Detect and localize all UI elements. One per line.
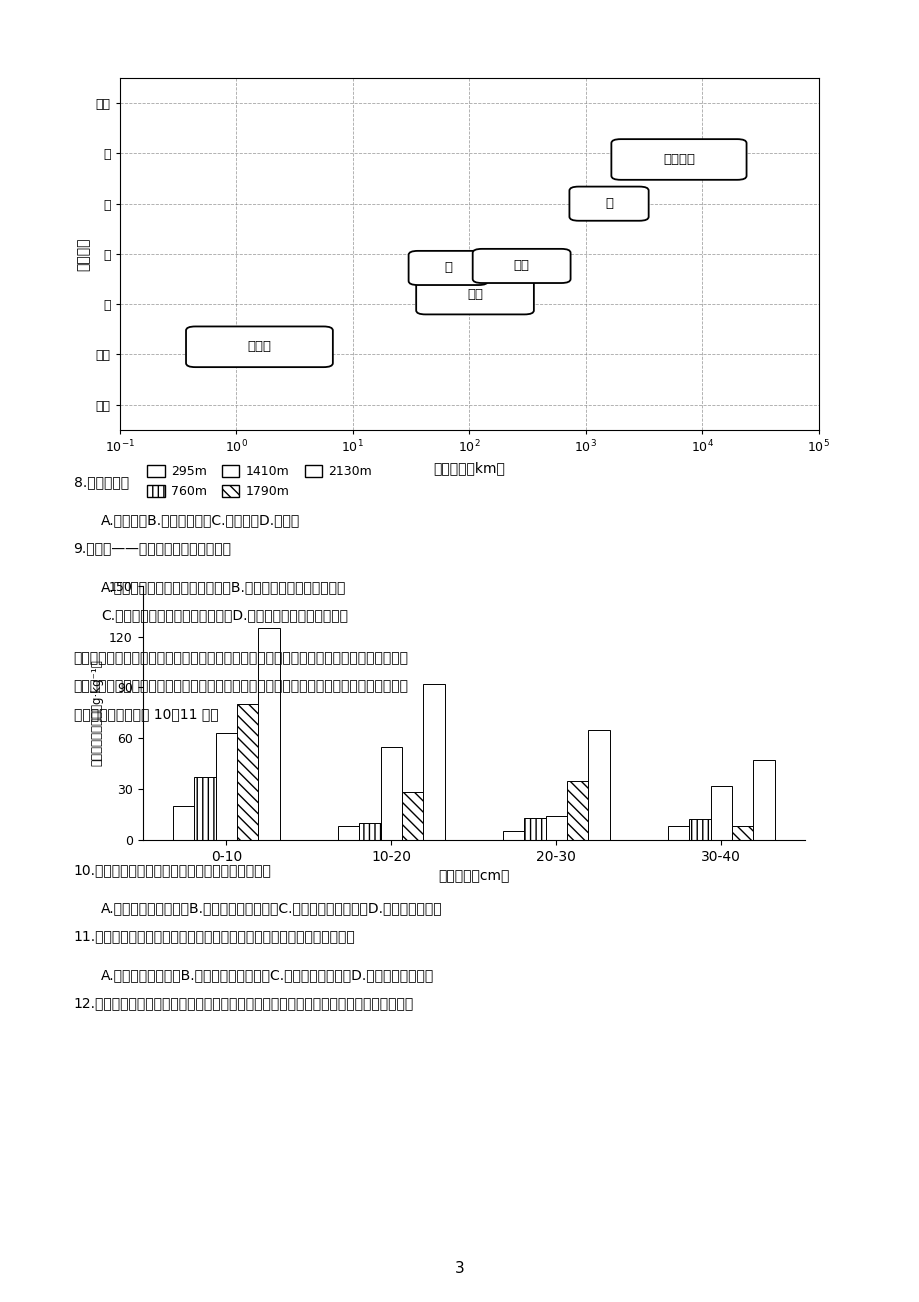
FancyBboxPatch shape (472, 249, 570, 283)
Bar (402, 793, 423, 840)
Bar (194, 777, 215, 840)
Bar (237, 704, 258, 840)
Bar (753, 760, 774, 840)
Bar (588, 729, 609, 840)
Text: A.凋落物腐殖化弱　　B.植被调落物较多　　C.土壤质地较紧实　　D.土壤通气性较差: A.凋落物腐殖化弱 B.植被调落物较多 C.土壤质地较紧实 D.土壤通气性较差 (101, 901, 442, 915)
Bar (709, 785, 732, 840)
FancyBboxPatch shape (186, 327, 333, 367)
FancyBboxPatch shape (569, 186, 648, 221)
Bar (566, 780, 588, 840)
Bar (358, 823, 380, 840)
Bar (380, 747, 402, 840)
Y-axis label: 土壤有机碳含量／（g·kg⁻¹）: 土壤有机碳含量／（g·kg⁻¹） (90, 660, 103, 766)
Bar (524, 818, 545, 840)
Bar (258, 628, 279, 840)
Text: C.洋流是三圈环流形成的动力　　D.大气的水平运动形成了潮汐: C.洋流是三圈环流形成的动力 D.大气的水平运动形成了潮汐 (101, 608, 347, 622)
Bar (688, 819, 709, 840)
Text: 锋: 锋 (444, 262, 452, 275)
Legend: 295m, 760m, 1410m, 1790m, 2130m: 295m, 760m, 1410m, 1790m, 2130m (142, 460, 377, 503)
Text: 甲: 甲 (605, 197, 612, 210)
Bar (545, 816, 566, 840)
Text: 12.各纬度全年热量收支平衡状况由太阳误射与地面误射差値决定，下图为不同纬度全年热: 12.各纬度全年热量收支平衡状况由太阳误射与地面误射差値决定，下图为不同纬度全年… (74, 996, 414, 1010)
Text: 8.图中甲代表: 8.图中甲代表 (74, 475, 129, 490)
Text: 3: 3 (455, 1262, 464, 1276)
X-axis label: 土层深度（cm）: 土层深度（cm） (437, 868, 509, 883)
Text: A.常年维持高温　　B.光合作用比较强　　C.微生物活性低　　D.有机质矿化速率快: A.常年维持高温 B.光合作用比较强 C.微生物活性低 D.有机质矿化速率快 (101, 969, 434, 982)
FancyBboxPatch shape (611, 139, 745, 180)
Text: 气旋: 气旋 (513, 259, 529, 272)
Bar (732, 827, 753, 840)
Text: 11.武夷山高海拔地区土壤有机碳含量高于低海拔地区，是由于高海拔地区: 11.武夷山高海拔地区土壤有机碳含量高于低海拔地区，是由于高海拔地区 (74, 930, 355, 944)
Y-axis label: 时间尺度: 时间尺度 (76, 237, 90, 271)
Bar (337, 827, 358, 840)
Text: 10.武夷山区表层土壤有机碳含量较高的主要原因是: 10.武夷山区表层土壤有机碳含量较高的主要原因是 (74, 863, 271, 878)
Bar (667, 827, 688, 840)
X-axis label: 空间尺度（km）: 空间尺度（km） (433, 461, 505, 475)
Bar (502, 832, 524, 840)
Text: 在一定程度上反映土壤肥力的高低。下图示意武夷山不同海拔高度有机碳含量随土层深度的: 在一定程度上反映土壤肥力的高低。下图示意武夷山不同海拔高度有机碳含量随土层深度的 (74, 680, 408, 694)
FancyBboxPatch shape (415, 273, 533, 314)
Text: 全球环流: 全球环流 (663, 152, 694, 165)
Text: 台风: 台风 (467, 288, 482, 301)
Bar (173, 806, 194, 840)
Bar (215, 733, 237, 840)
Text: 龙卷风: 龙卷风 (247, 340, 271, 353)
Text: A.海洋是大气运动的根本热源　　B.海洋是大气水汽的主要来源: A.海洋是大气运动的根本热源 B.海洋是大气水汽的主要来源 (101, 579, 346, 594)
Text: 变化情况。据此完成 10～11 题。: 变化情况。据此完成 10～11 题。 (74, 707, 218, 721)
Text: 9.关于海——气相互作用叙述正确的是: 9.关于海——气相互作用叙述正确的是 (74, 542, 232, 556)
Text: A.冰雹　　B.沙尘暴　　　C.季风　　D.海陆风: A.冰雹 B.沙尘暴 C.季风 D.海陆风 (101, 513, 301, 527)
Bar (423, 684, 445, 840)
Text: 土壤有机碳是通过微生物作用所形成的腐殖质、动植物残体和微生物体的合称，其含量: 土壤有机碳是通过微生物作用所形成的腐殖质、动植物残体和微生物体的合称，其含量 (74, 651, 408, 665)
FancyBboxPatch shape (408, 251, 487, 285)
